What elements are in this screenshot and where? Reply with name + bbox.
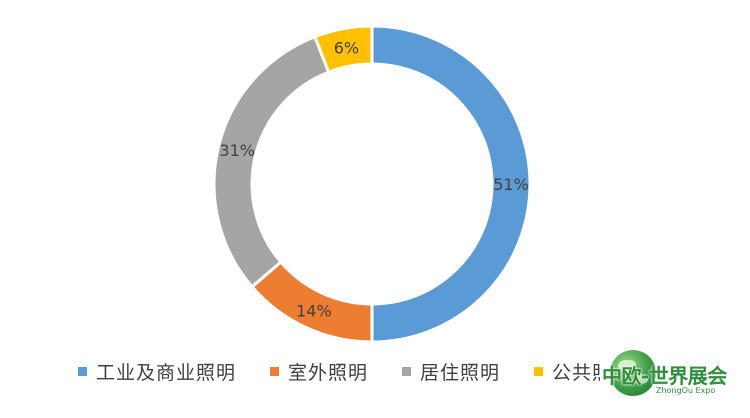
legend-item-outdoor: 室外照明 (270, 358, 368, 385)
globe-icon (610, 350, 656, 396)
legend-swatch (402, 366, 412, 376)
donut-slices (212, 24, 532, 344)
data-label-industrial-commercial: 51% (493, 175, 529, 194)
legend-swatch (78, 366, 87, 376)
donut-slice-residential (212, 34, 331, 289)
legend-label: 工业及商业照明 (96, 361, 237, 384)
donut-slice-public (312, 24, 374, 75)
watermark-title: 中欧-世界展会 (602, 364, 727, 388)
legend: 工业及商业照明 室外照明 居住照明 公共照明 (78, 356, 666, 386)
legend-item-residential: 居住照明 (402, 358, 500, 385)
data-label-outdoor: 14% (296, 301, 332, 320)
legend-label: 居住照明 (420, 361, 501, 384)
data-label-public: 6% (334, 38, 359, 57)
legend-item-industrial-commercial: 工业及商业照明 (78, 358, 236, 385)
data-label-residential: 31% (219, 141, 255, 160)
legend-label: 室外照明 (288, 361, 369, 384)
donut-slice-industrial-commercial (370, 24, 532, 344)
legend-swatch (270, 366, 280, 376)
legend-swatch (534, 366, 544, 376)
watermark-logo: 中欧-世界展会 ZhongOu Expo (600, 346, 748, 412)
data-labels: 51% 14% 31% 6% (219, 38, 528, 320)
watermark-subtitle: ZhongOu Expo (656, 386, 716, 395)
